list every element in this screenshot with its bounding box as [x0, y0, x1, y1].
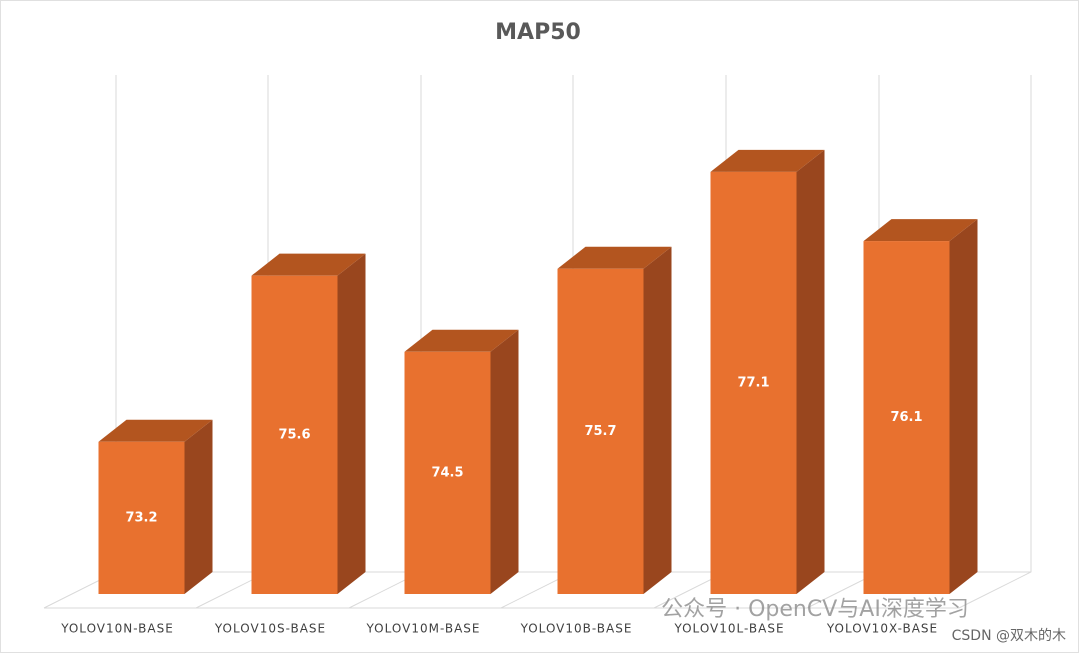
- bar: [404, 351, 491, 594]
- bar-side: [184, 419, 213, 594]
- watermark: CSDN @双木的木: [952, 628, 1066, 644]
- value-label: 75.6: [278, 427, 310, 442]
- bar-side: [643, 246, 672, 594]
- bar-top: [98, 419, 213, 442]
- value-label: 77.1: [737, 375, 769, 390]
- x-tick-label: YOLOV10N-BASE: [60, 622, 174, 636]
- x-tick-label: YOLOV10S-BASE: [214, 622, 326, 636]
- x-tick-label: YOLOV10X-BASE: [826, 622, 938, 636]
- bar: [557, 268, 644, 594]
- value-label: 73.2: [125, 510, 157, 525]
- bar-side: [337, 253, 366, 594]
- bar-top: [251, 253, 366, 276]
- bar-top: [863, 219, 978, 242]
- bar-top: [557, 246, 672, 269]
- value-label: 75.7: [584, 424, 616, 439]
- bar-side: [949, 219, 978, 594]
- chart-title: MAP50: [495, 20, 581, 45]
- value-label: 76.1: [890, 410, 922, 425]
- x-tick-label: YOLOV10L-BASE: [673, 622, 784, 636]
- bar-top: [710, 149, 825, 172]
- bar-top: [404, 329, 519, 352]
- bar: [710, 171, 797, 594]
- watermark: 公众号 · OpenCV与AI深度学习: [661, 597, 969, 622]
- bar: [251, 275, 338, 594]
- bar: [98, 441, 185, 594]
- x-tick-label: YOLOV10M-BASE: [366, 622, 481, 636]
- bar-side: [490, 329, 519, 594]
- x-tick-label: YOLOV10B-BASE: [520, 622, 633, 636]
- value-label: 74.5: [431, 465, 463, 480]
- bar-side: [796, 149, 825, 594]
- bar: [863, 241, 950, 594]
